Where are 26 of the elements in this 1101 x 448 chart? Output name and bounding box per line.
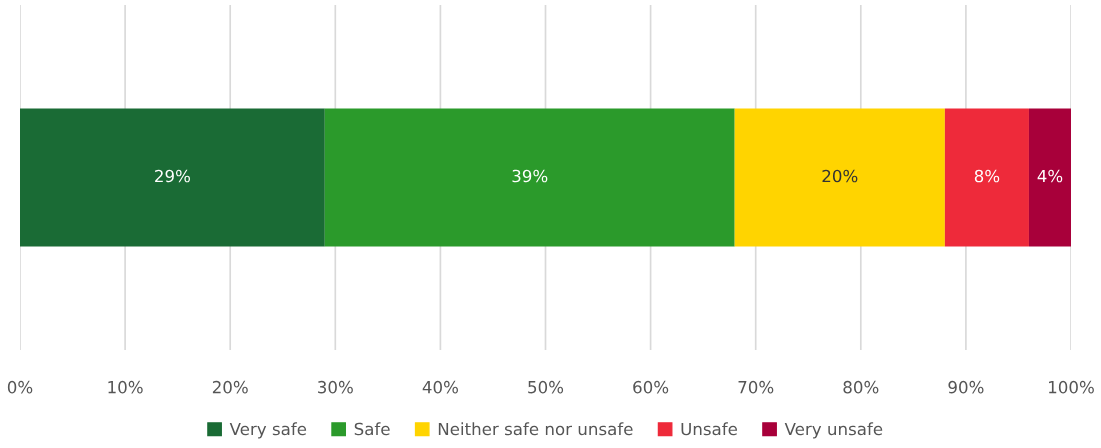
- x-tick-label: 20%: [212, 380, 248, 394]
- legend-label: Very safe: [229, 422, 307, 439]
- bar: [1028, 108, 1071, 247]
- data-label: 39%: [512, 169, 548, 183]
- x-tick-label: 40%: [422, 380, 458, 394]
- data-label: 29%: [155, 169, 190, 183]
- x-tick-label: 80%: [843, 380, 879, 394]
- bar: [324, 108, 735, 247]
- bar: [734, 108, 945, 247]
- bar: [20, 108, 325, 247]
- legend-label: Safe: [354, 422, 390, 436]
- bar: [944, 108, 1029, 247]
- legend-label: Neither safe nor unsafe: [438, 422, 633, 436]
- x-tick-label: 0%: [7, 380, 33, 394]
- x-tick-label: 70%: [738, 380, 774, 394]
- data-label: 20%: [822, 169, 858, 183]
- legend-label: Very unsafe: [784, 422, 883, 439]
- x-tick-label: 50%: [528, 380, 564, 394]
- legend-label: Unsafe: [681, 422, 738, 436]
- data-label: 4%: [1037, 169, 1063, 183]
- data-label: 8%: [974, 169, 1000, 183]
- x-tick-label: 90%: [948, 380, 984, 394]
- x-tick-label: 30%: [318, 380, 353, 394]
- x-tick-label: 10%: [108, 380, 143, 394]
- x-tick-label: 60%: [633, 380, 669, 394]
- x-tick-label: 100%: [1049, 380, 1094, 394]
